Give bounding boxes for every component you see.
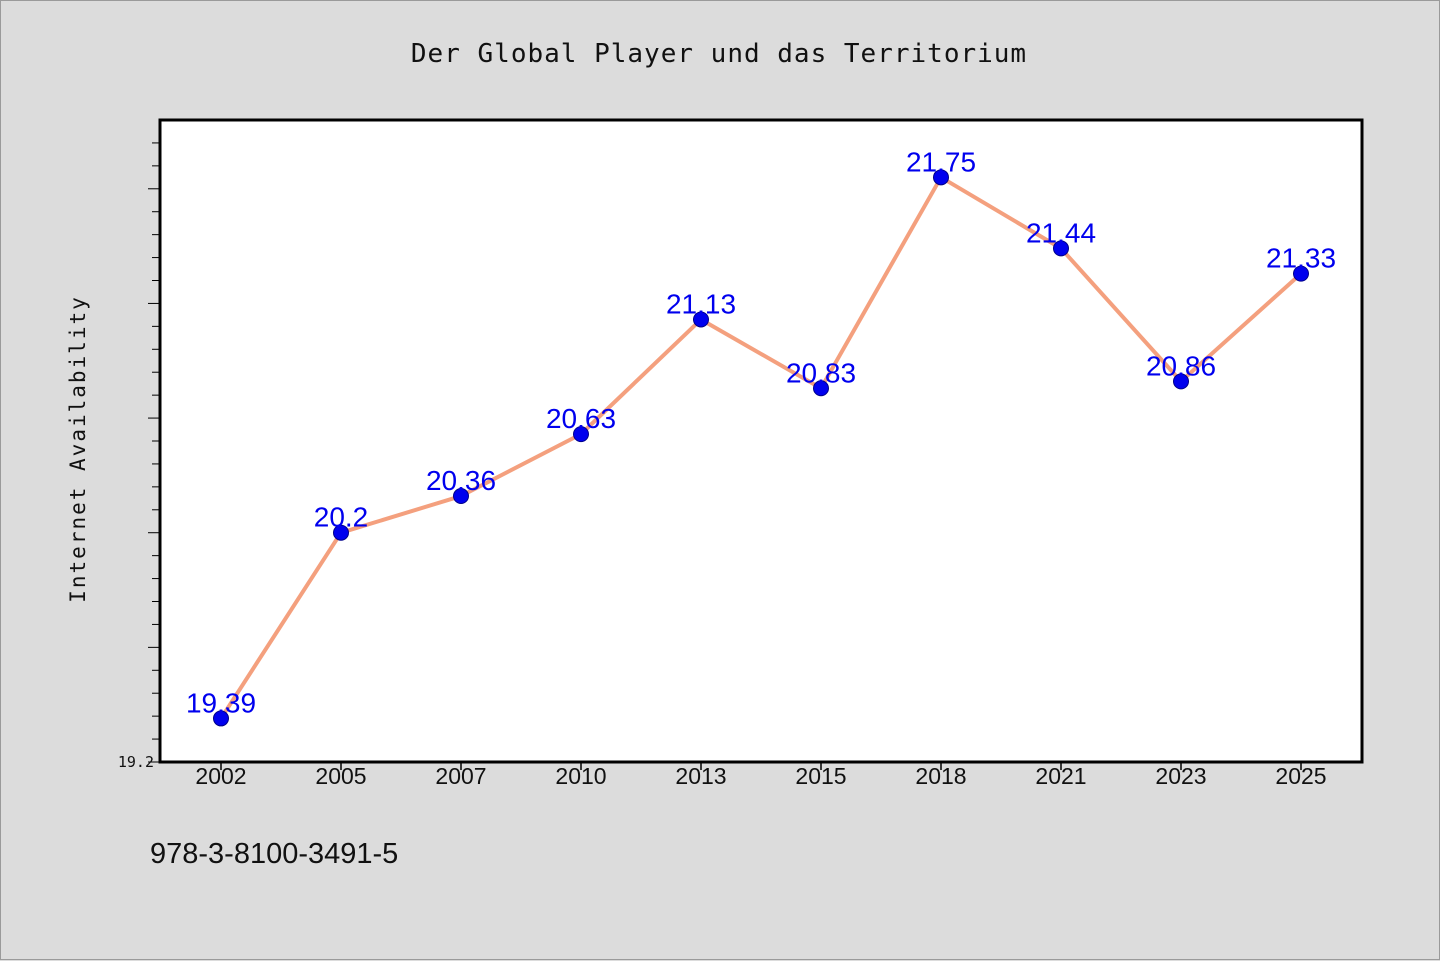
series-line-group [219, 175, 1303, 721]
y-axis-ticks: 19.2 [118, 142, 160, 771]
x-tick-label: 2025 [1275, 763, 1326, 789]
x-tick-label: 2007 [435, 763, 486, 789]
x-axis-ticks: 2002 2005 2007 2010 2013 2015 2018 2021 2023 2025 [195, 762, 1327, 789]
data-label: 20.86 [1146, 350, 1216, 381]
data-point [333, 524, 349, 541]
data-label: 20.83 [786, 357, 856, 388]
data-label: 20.63 [546, 403, 616, 434]
x-tick-label: 2021 [1035, 763, 1086, 789]
y-tick-label: 19.2 [118, 753, 154, 771]
data-labels: 19.39 20.2 20.36 20.63 21.13 20.83 21.75 21.44 2… [186, 146, 1336, 718]
data-point [213, 710, 229, 727]
data-label: 20.36 [426, 465, 496, 496]
data-label: 21.75 [906, 146, 976, 177]
data-label: 20.2 [314, 502, 369, 533]
data-label: 21.13 [666, 288, 736, 319]
data-point [1053, 240, 1069, 257]
x-tick-label: 2005 [315, 763, 366, 789]
x-tick-label: 2018 [915, 763, 966, 789]
plot-area [158, 118, 1364, 764]
data-label: 21.33 [1266, 243, 1336, 274]
data-label: 19.39 [186, 687, 256, 718]
x-tick-label: 2013 [675, 763, 726, 789]
footnote-isbn: 978-3-8100-3491-5 [150, 838, 398, 870]
data-point [933, 169, 949, 186]
chart-title: Der Global Player und das Territorium [411, 39, 1027, 69]
series-line [219, 175, 1303, 721]
data-point [693, 311, 709, 328]
x-tick-label: 2002 [195, 763, 246, 789]
data-point [1293, 265, 1309, 282]
data-point [1173, 373, 1189, 390]
x-tick-label: 2015 [795, 763, 846, 789]
data-label: 21.44 [1026, 217, 1096, 248]
x-tick-label: 2023 [1155, 763, 1206, 789]
y-axis-label: Internet Availability [66, 295, 90, 603]
data-point [573, 426, 589, 443]
x-tick-label: 2010 [555, 763, 606, 789]
data-point [813, 380, 829, 397]
data-point [453, 488, 469, 505]
data-markers [213, 169, 1309, 727]
